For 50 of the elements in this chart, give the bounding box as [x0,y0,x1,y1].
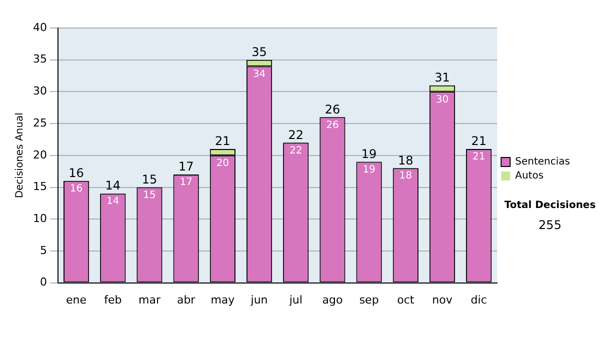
legend-label: Autos [515,170,544,182]
data-label: 17 [180,177,192,188]
data-label: 14 [106,196,120,208]
total-label: 15 [142,172,158,186]
text: Total Decisiones [503,200,597,211]
total-label: 19 [361,146,377,161]
total-label: 35 [252,44,267,59]
data-label: 18 [399,170,412,182]
y-tick-label: 30 [32,84,47,98]
total-label: 14 [105,178,121,193]
y-tick-label: 5 [40,244,47,257]
total-label: 21 [471,134,486,148]
x-tick-label: mar [138,293,161,306]
y-tick-label: 35 [32,52,47,66]
x-tick-label: jun [250,293,268,306]
x-tick-label: sep [359,293,379,306]
x-tick-label: dic [470,293,487,306]
y-tick-label: 0 [40,276,47,289]
data-label: 21 [472,152,486,163]
data-label: 15 [143,190,156,201]
total-label: 26 [324,102,340,116]
total-label: 31 [434,70,450,84]
x-tick-label: oct [397,293,415,306]
data-label: 22 [289,145,302,156]
x-tick-label: ene [66,293,87,306]
total-label: 21 [215,134,230,148]
x-tick-label: ago [322,293,343,306]
text: 255 [538,218,562,232]
y-tick-label: 40 [32,20,47,34]
data-label: 30 [436,94,449,106]
data-label: 20 [216,158,230,169]
x-tick-label: feb [104,293,122,306]
x-tick-label: abr [176,293,196,306]
total-label: 16 [68,166,84,180]
y-axis-title: Decisiones Anual [14,112,26,198]
data-label: 16 [70,183,83,194]
y-tick-label: 20 [32,148,47,162]
y-tick-label: 15 [32,180,47,194]
total-label: 22 [288,128,304,142]
x-tick-label: jul [288,293,302,306]
legend-label: Sentencias [515,156,570,168]
total-label: 18 [398,153,414,168]
x-tick-label: may [210,293,236,306]
x-tick-label: nov [432,293,453,306]
total-label: 17 [178,160,194,174]
data-label: 19 [362,164,376,176]
data-label: 34 [252,68,266,80]
y-tick-label: 25 [32,116,47,130]
data-label: 26 [326,120,339,131]
y-tick-label: 10 [32,212,47,225]
